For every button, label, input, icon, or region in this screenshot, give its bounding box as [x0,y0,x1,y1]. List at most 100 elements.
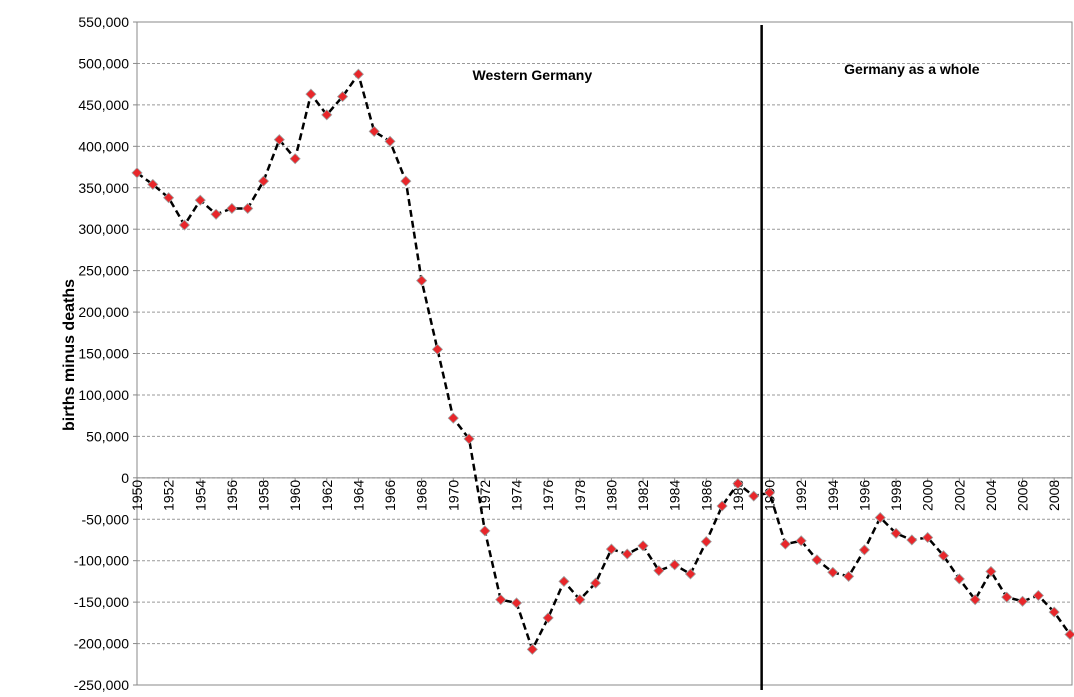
data-point [574,594,586,606]
x-tick-label: 1950 [129,480,145,511]
data-point [843,570,855,582]
y-tick-label: 200,000 [78,304,129,320]
data-point [510,597,523,609]
y-tick-label: -100,000 [74,553,129,569]
data-point [937,550,950,562]
x-tick-label: 1988 [730,480,746,511]
data-point [321,109,333,121]
y-tick-label: -200,000 [74,636,129,652]
y-tick-label: 300,000 [78,221,129,237]
data-point [716,500,728,512]
data-point [969,594,981,606]
data-point [890,527,902,539]
annotation: Western Germany [473,67,593,83]
y-tick-label: 150,000 [78,346,129,362]
x-tick-label: 1980 [603,480,619,511]
data-point [431,343,444,355]
data-point [763,487,776,499]
data-point [1016,595,1029,607]
y-tick-label: 50,000 [86,428,129,444]
y-tick-label: -50,000 [82,511,130,527]
x-tick-label: 1956 [224,480,240,511]
data-point [210,208,222,220]
data-point [621,548,633,560]
annotation: Germany as a whole [844,61,980,77]
x-tick-label: 1994 [825,480,841,511]
data-point [289,153,301,165]
data-point [669,559,681,571]
y-tick-label: 250,000 [78,263,129,279]
data-point [147,178,159,191]
y-tick-label: -150,000 [74,594,129,610]
data-point [131,167,143,179]
y-tick-label: 100,000 [78,387,129,403]
data-point [273,134,285,146]
data-point [858,544,870,556]
data-point [779,538,791,550]
data-point [384,135,396,147]
data-point [922,531,934,544]
data-point [732,478,744,490]
data-point [416,275,428,287]
x-tick-label: 2002 [951,480,967,511]
data-point [1001,591,1013,603]
x-tick-label: 1982 [635,480,651,511]
data-point [526,643,538,655]
data-point [305,88,317,100]
x-tick-label: 1952 [161,480,177,511]
x-tick-label: 1968 [414,480,430,511]
y-tick-label: 500,000 [78,55,129,71]
x-tick-label: 1986 [698,480,714,511]
data-point [953,573,965,585]
x-tick-label: 1998 [888,480,904,511]
data-point [700,536,712,548]
x-tick-label: 2008 [1046,480,1062,511]
y-tick-label: 0 [121,470,129,486]
x-tick-label: 1958 [256,480,272,511]
series-line [136,71,1072,653]
data-point [400,175,412,187]
data-point [163,192,175,204]
data-point [495,594,507,606]
data-point [368,125,380,137]
data-point [463,433,475,445]
x-tick-label: 1960 [287,480,303,511]
y-axis-label: births minus deaths [61,279,78,431]
y-tick-label: 350,000 [78,180,129,196]
x-tick-label: 1992 [793,480,809,511]
data-point [352,68,364,80]
data-point [242,202,254,215]
y-tick-label: 400,000 [78,138,129,154]
x-tick-label: 1970 [445,480,461,511]
data-point [226,202,238,215]
data-point [337,91,349,103]
x-tick-label: 1954 [192,480,208,511]
x-tick-label: 1964 [350,480,366,511]
data-point [1064,628,1074,641]
x-tick-label: 1976 [540,480,556,511]
x-tick-label: 1966 [382,480,398,511]
data-point [178,219,191,231]
data-point [257,175,270,187]
data-point [605,543,617,555]
x-tick-label: 1974 [509,480,525,511]
data-point [653,565,665,577]
y-tick-label: 550,000 [78,14,129,30]
data-point [684,568,697,580]
x-tick-label: 1972 [477,480,493,511]
data-point [479,525,491,537]
x-tick-label: 2000 [920,480,936,511]
x-tick-label: 1962 [319,480,335,511]
data-point [795,535,807,547]
data-point [1032,589,1044,602]
data-point [874,512,886,524]
data-point [811,554,823,566]
data-point [447,412,459,424]
data-point [906,534,918,546]
data-point [637,540,649,552]
data-point [194,194,206,206]
y-tick-label: -250,000 [74,677,129,693]
y-tick-label: 450,000 [78,97,129,113]
